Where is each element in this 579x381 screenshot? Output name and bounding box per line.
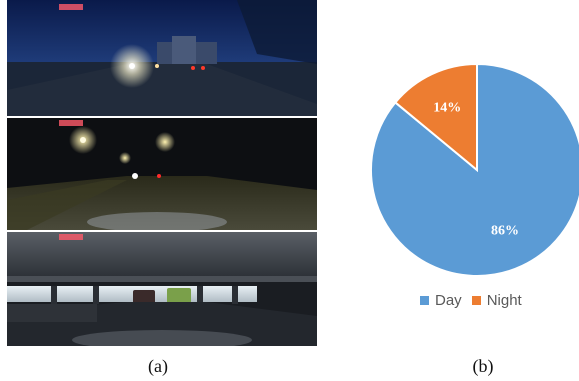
data-label-night: 14% bbox=[433, 101, 461, 116]
legend-label-night: Night bbox=[486, 292, 522, 309]
dusk-road-photo bbox=[7, 0, 317, 116]
pie-slice-night bbox=[393, 62, 478, 173]
legend-item-night: Night bbox=[471, 292, 522, 309]
legend-swatch-day bbox=[420, 296, 429, 305]
chart-legend: Day Night bbox=[420, 292, 522, 309]
data-label-day: 86% bbox=[491, 223, 519, 238]
pie-chart: 86% 14% bbox=[338, 38, 579, 328]
pie-slice-day bbox=[370, 62, 579, 277]
underpass-photo bbox=[7, 232, 317, 346]
legend-swatch-night bbox=[471, 296, 481, 305]
caption-a: (a) bbox=[148, 356, 168, 376]
caption-b: (b) bbox=[472, 356, 494, 376]
pie-svg: 86% 14% bbox=[370, 62, 579, 277]
legend-item-day: Day bbox=[420, 292, 462, 309]
legend-label-day: Day bbox=[435, 292, 462, 309]
night-street-photo bbox=[7, 118, 317, 230]
photo-panel bbox=[7, 0, 317, 346]
